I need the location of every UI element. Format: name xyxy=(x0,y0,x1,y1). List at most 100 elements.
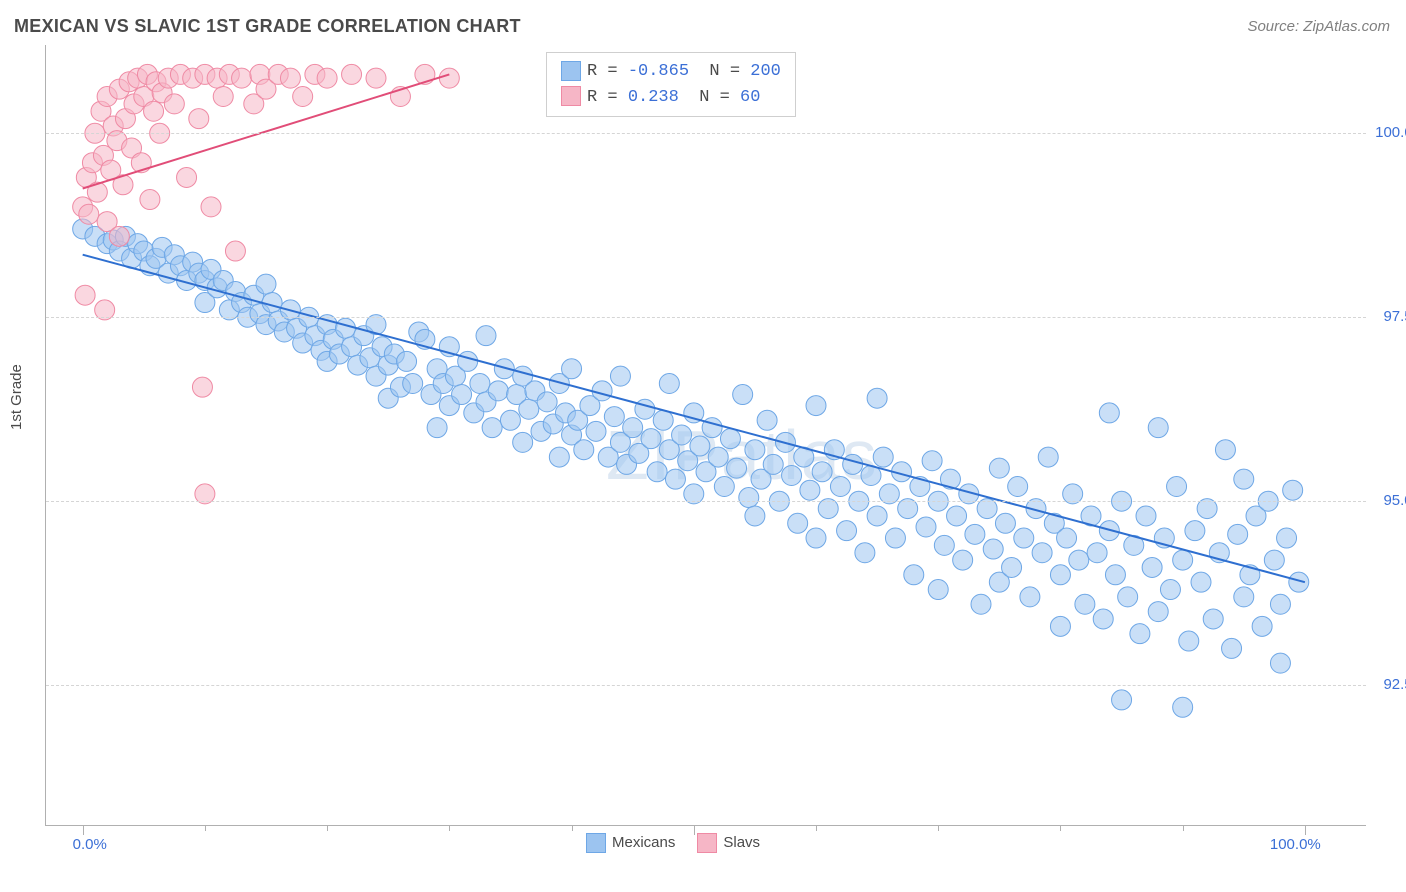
data-point xyxy=(1112,690,1132,710)
data-point xyxy=(1191,572,1211,592)
data-point xyxy=(1069,550,1089,570)
data-point xyxy=(812,462,832,482)
data-point xyxy=(519,399,539,419)
data-point xyxy=(720,429,740,449)
chart-title: MEXICAN VS SLAVIC 1ST GRADE CORRELATION … xyxy=(14,16,521,37)
stat-n-value: 60 xyxy=(740,88,760,107)
data-point xyxy=(867,388,887,408)
data-point xyxy=(513,432,533,452)
data-point xyxy=(1087,543,1107,563)
data-point xyxy=(757,410,777,430)
y-tick-label: 92.5% xyxy=(1383,676,1406,693)
data-point xyxy=(733,385,753,405)
data-point xyxy=(1270,594,1290,614)
data-point xyxy=(1075,594,1095,614)
data-point xyxy=(439,68,459,88)
data-point xyxy=(1160,580,1180,600)
data-point xyxy=(1093,609,1113,629)
data-point xyxy=(232,68,252,88)
x-tick xyxy=(1183,825,1184,831)
data-point xyxy=(177,167,197,187)
data-point xyxy=(1228,524,1248,544)
data-point xyxy=(965,524,985,544)
x-tick xyxy=(694,825,695,835)
data-point xyxy=(922,451,942,471)
data-point xyxy=(1222,638,1242,658)
data-point xyxy=(256,274,276,294)
data-point xyxy=(144,101,164,121)
regression-line xyxy=(83,255,1305,582)
x-tick xyxy=(205,825,206,831)
data-point xyxy=(971,594,991,614)
data-point xyxy=(745,506,765,526)
data-point xyxy=(1148,602,1168,622)
data-point xyxy=(714,477,734,497)
data-point xyxy=(75,285,95,305)
data-point xyxy=(213,87,233,107)
legend-item: Slavs xyxy=(697,833,760,853)
data-point xyxy=(916,517,936,537)
data-point xyxy=(317,68,337,88)
data-point xyxy=(934,535,954,555)
data-point xyxy=(225,241,245,261)
gridline xyxy=(46,685,1366,686)
data-point xyxy=(470,373,490,393)
data-point xyxy=(989,458,1009,478)
swatch-icon xyxy=(561,86,581,106)
swatch-icon xyxy=(697,833,717,853)
data-point xyxy=(1050,565,1070,585)
data-point xyxy=(586,421,606,441)
y-axis-label: 1st Grade xyxy=(8,364,25,430)
legend-item: Mexicans xyxy=(586,833,675,853)
data-point xyxy=(647,462,667,482)
data-point xyxy=(867,506,887,526)
data-point xyxy=(727,458,747,478)
data-point xyxy=(983,539,1003,559)
data-point xyxy=(476,326,496,346)
stat-n-value: 200 xyxy=(750,62,781,81)
data-point xyxy=(1130,624,1150,644)
data-point xyxy=(1234,587,1254,607)
data-point xyxy=(885,528,905,548)
data-point xyxy=(1264,550,1284,570)
scatter-svg xyxy=(46,45,1366,825)
stat-r-label: R = xyxy=(587,88,628,107)
data-point xyxy=(452,385,472,405)
x-tick-label: 100.0% xyxy=(1270,836,1321,853)
data-point xyxy=(1014,528,1034,548)
x-tick xyxy=(1060,825,1061,831)
data-point xyxy=(623,418,643,438)
data-point xyxy=(1270,653,1290,673)
data-point xyxy=(280,68,300,88)
data-point xyxy=(1136,506,1156,526)
data-point xyxy=(1277,528,1297,548)
data-point xyxy=(873,447,893,467)
data-point xyxy=(806,528,826,548)
data-point xyxy=(708,447,728,467)
data-point xyxy=(164,94,184,114)
data-point xyxy=(1215,440,1235,460)
plot-area: ZIPatlas R = -0.865 N = 200R = 0.238 N =… xyxy=(45,45,1366,826)
swatch-icon xyxy=(586,833,606,853)
stat-n-label: N = xyxy=(679,88,740,107)
data-point xyxy=(843,454,863,474)
data-point xyxy=(1167,477,1187,497)
data-point xyxy=(1032,543,1052,563)
data-point xyxy=(610,366,630,386)
chart-container: MEXICAN VS SLAVIC 1ST GRADE CORRELATION … xyxy=(0,0,1406,892)
data-point xyxy=(1057,528,1077,548)
data-point xyxy=(800,480,820,500)
y-tick-label: 100.0% xyxy=(1375,124,1406,141)
data-point xyxy=(604,407,624,427)
data-point xyxy=(201,197,221,217)
data-point xyxy=(458,351,478,371)
data-point xyxy=(953,550,973,570)
stats-legend-box: R = -0.865 N = 200R = 0.238 N = 60 xyxy=(546,52,796,117)
x-tick xyxy=(572,825,573,831)
data-point xyxy=(806,396,826,416)
x-tick xyxy=(83,825,84,835)
data-point xyxy=(427,418,447,438)
data-point xyxy=(745,440,765,460)
data-point xyxy=(855,543,875,563)
x-tick xyxy=(449,825,450,831)
